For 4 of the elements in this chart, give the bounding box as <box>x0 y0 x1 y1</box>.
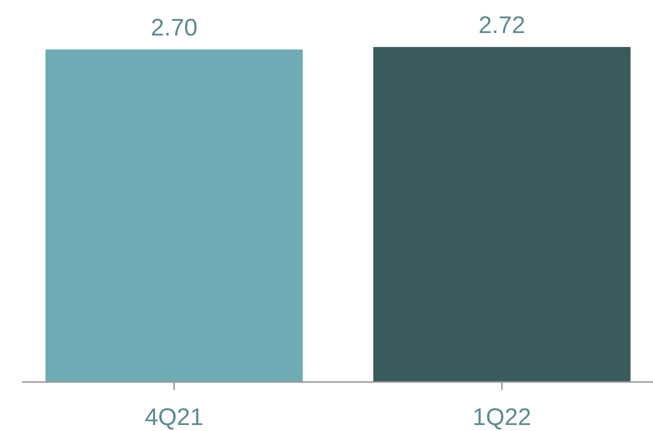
x-tick-label: 1Q22 <box>472 404 532 431</box>
data-label: 2.70 <box>150 14 198 42</box>
x-tick-label: 4Q21 <box>144 404 204 431</box>
data-label: 2.72 <box>478 12 526 39</box>
